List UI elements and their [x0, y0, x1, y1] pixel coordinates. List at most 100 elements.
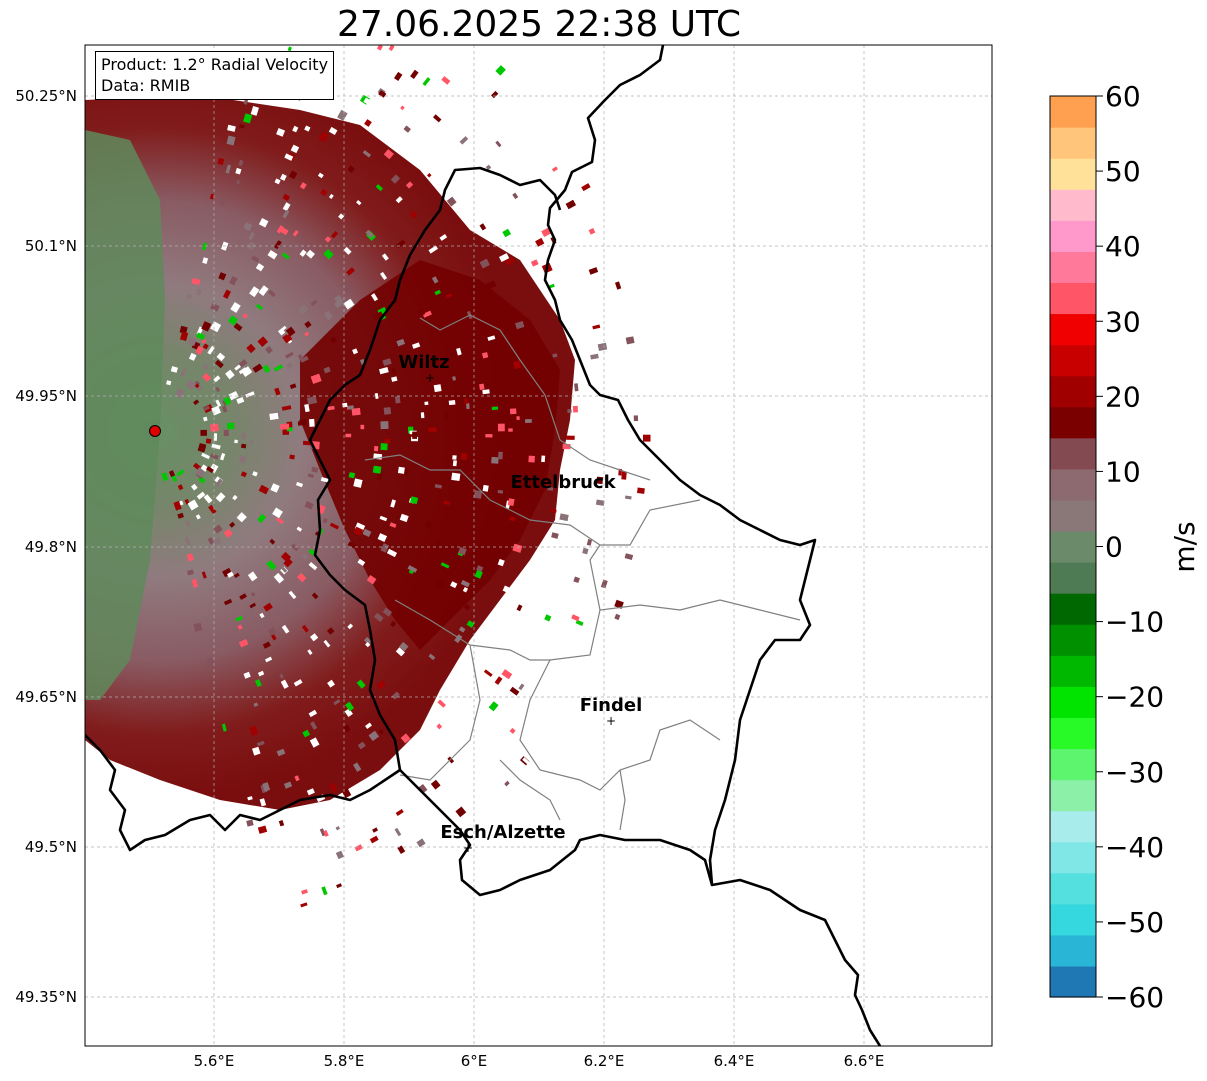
echo-pixel [285, 351, 294, 359]
echo-pixel [396, 338, 406, 347]
colorbar-tick-label: 20 [1105, 380, 1141, 413]
echo-pixel [375, 184, 384, 192]
echo-pixel [246, 819, 254, 827]
echo-pixel [516, 416, 520, 420]
echo-pixel [333, 699, 341, 706]
echo-pixel [463, 603, 471, 611]
echo-pixel [466, 403, 470, 410]
colorbar-tick-label: 50 [1105, 155, 1141, 188]
colorbar-tick-label: −20 [1105, 681, 1164, 714]
echo-pixel [243, 222, 253, 232]
echo-pixel [297, 572, 307, 583]
colorbar-band [1050, 127, 1096, 159]
product-label: Product: 1.2° Radial Velocity [101, 55, 329, 74]
echo-pixel [433, 114, 442, 123]
colorbar-tick-label: −40 [1105, 831, 1164, 864]
echo-pixel [259, 612, 265, 619]
echo-pixel [280, 565, 288, 573]
echo-pixel [624, 553, 634, 560]
echo-pixel [464, 398, 468, 405]
echo-pixel [348, 472, 356, 479]
echo-pixel [358, 74, 367, 82]
echo-pixel [395, 647, 405, 657]
echo-pixel [309, 418, 315, 427]
echo-pixel [263, 602, 273, 612]
echo-pixel [258, 285, 269, 296]
echo-pixel [485, 434, 493, 438]
echo-pixel [304, 320, 312, 329]
echo-pixel [471, 305, 479, 313]
echo-pixel [262, 364, 271, 374]
echo-pixel [257, 670, 265, 677]
echo-pixel [329, 782, 338, 793]
echo-pixel [551, 580, 558, 589]
colorbar-band [1050, 779, 1096, 812]
echo-pixel [267, 249, 278, 260]
echo-pixel [497, 489, 504, 494]
echo-pixel [237, 624, 243, 630]
echo-pixel [248, 232, 255, 241]
echo-pixel [394, 827, 402, 837]
echo-pixel [596, 476, 604, 485]
echo-pixel [345, 701, 355, 712]
echo-pixel [323, 639, 331, 648]
echo-pixel [259, 798, 267, 807]
echo-pixel [294, 775, 300, 782]
echo-pixel [504, 780, 510, 787]
echo-pixel [191, 578, 199, 588]
echo-pixel [214, 359, 224, 369]
place-label: Findel [580, 695, 643, 716]
echo-pixel [249, 286, 260, 298]
lon-tick: 6.6°E [844, 1052, 885, 1070]
echo-pixel [541, 227, 552, 237]
echo-pixel [450, 581, 458, 589]
echo-pixel [284, 153, 294, 161]
echo-pixel [495, 140, 502, 148]
echo-pixel [262, 782, 271, 792]
velocity-core [300, 260, 560, 650]
echo-pixel [319, 828, 326, 837]
echo-pixel [379, 515, 388, 522]
colorbar-tick-label: 60 [1105, 80, 1141, 113]
place-marker-icon: + [425, 371, 435, 385]
echo-pixel [161, 472, 169, 481]
echo-pixel [416, 838, 426, 848]
colorbar-band [1050, 624, 1096, 656]
echo-pixel [233, 322, 243, 332]
echo-pixel [269, 412, 279, 421]
echo-pixel [379, 367, 389, 375]
echo-pixel [283, 557, 293, 568]
echo-pixel [460, 453, 468, 461]
echo-pixel [372, 465, 382, 474]
echo-pixel [576, 537, 582, 542]
echo-pixel [452, 455, 457, 460]
echo-pixel [304, 403, 310, 413]
echo-pixel [223, 429, 229, 437]
echo-pixel [614, 599, 624, 609]
echo-pixel [304, 501, 314, 510]
echo-pixel [529, 142, 538, 151]
echo-pixel [346, 267, 355, 276]
echo-pixel [202, 363, 209, 371]
echo-pixel [194, 467, 206, 478]
lon-tick: 6.2°E [584, 1052, 625, 1070]
echo-pixel [241, 443, 247, 449]
echo-pixel [257, 513, 267, 524]
echo-pixel [518, 683, 525, 691]
echo-pixel [525, 418, 532, 423]
colorbar-tick-label: −30 [1105, 756, 1164, 789]
echo-pixel [287, 46, 292, 52]
echo-pixel [188, 352, 197, 361]
colorbar-band [1050, 313, 1096, 346]
echo-pixel [588, 227, 596, 235]
echo-pixel [504, 256, 515, 266]
echo-pixel [291, 531, 300, 539]
echo-pixel [448, 400, 456, 406]
echo-pixel [208, 504, 217, 515]
colorbar-band [1050, 965, 1096, 998]
echo-pixel [226, 422, 235, 430]
echo-pixel [364, 119, 372, 127]
echo-pixel [509, 516, 516, 522]
echo-pixel [228, 391, 239, 401]
echo-pixel [347, 623, 354, 630]
